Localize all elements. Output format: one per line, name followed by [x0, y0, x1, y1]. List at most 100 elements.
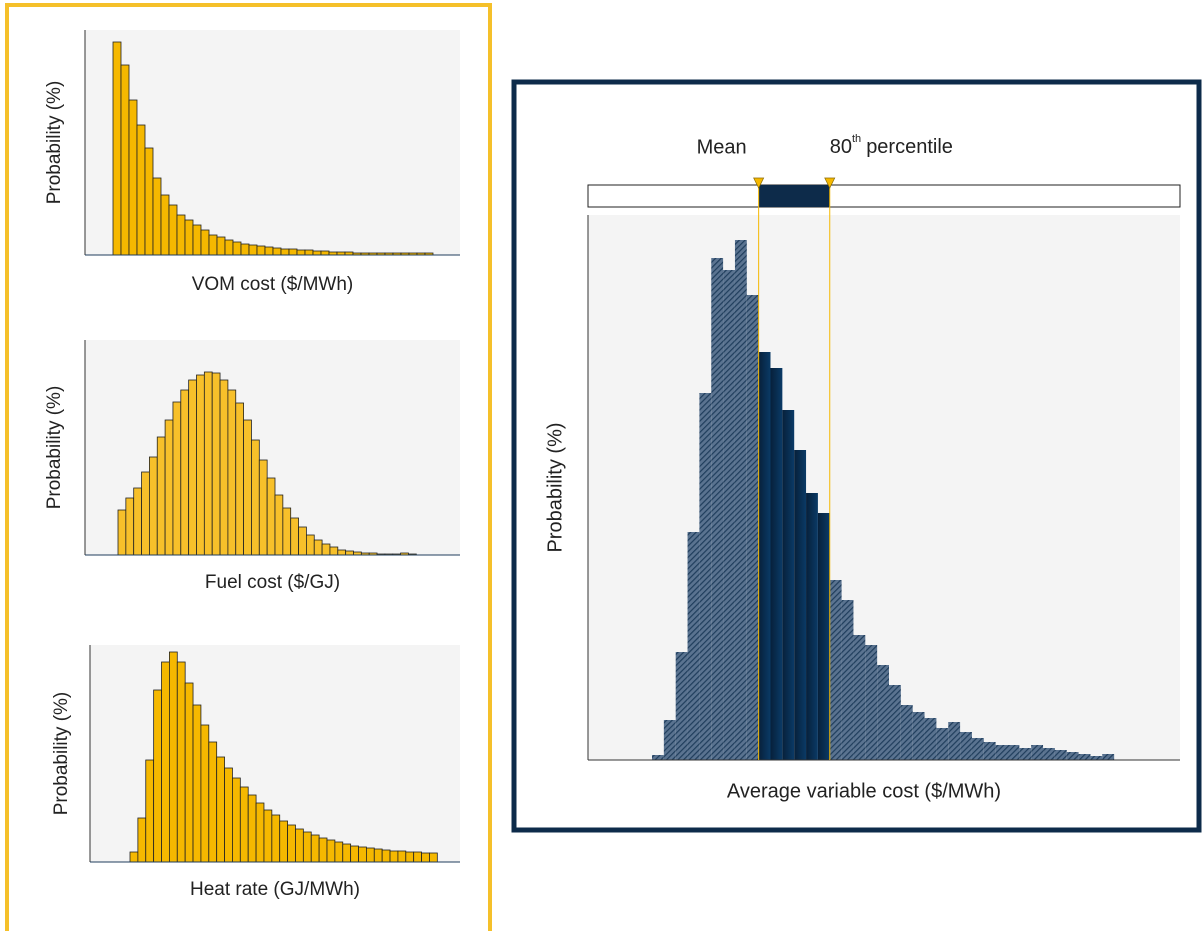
bar — [948, 722, 961, 760]
bar — [829, 580, 842, 760]
bar — [397, 850, 407, 863]
bar — [288, 248, 298, 256]
bar — [365, 847, 375, 863]
inputs-panel — [5, 3, 492, 931]
bar — [160, 194, 170, 256]
bar — [168, 651, 178, 863]
bar — [841, 600, 854, 760]
bar — [711, 258, 724, 760]
bar — [1031, 745, 1044, 760]
bar — [196, 374, 205, 556]
y-axis-label: Probability (%) — [44, 81, 65, 205]
bar — [145, 759, 155, 863]
bar — [312, 250, 322, 256]
bar — [188, 379, 197, 556]
bar — [208, 234, 218, 256]
bar — [329, 546, 339, 556]
bar — [258, 459, 268, 556]
bar — [1054, 750, 1067, 760]
bar — [255, 802, 265, 863]
bar — [960, 732, 972, 760]
bar — [1090, 756, 1103, 760]
bar — [272, 247, 282, 256]
bar — [148, 456, 158, 556]
bar — [1007, 745, 1020, 760]
percentile-number: 80 — [830, 136, 852, 158]
bar — [350, 845, 359, 863]
bar — [274, 494, 284, 556]
bar — [699, 393, 712, 760]
bar — [877, 665, 889, 760]
bar — [200, 229, 210, 256]
bar — [429, 852, 438, 863]
bar — [310, 834, 320, 863]
bar — [271, 814, 281, 863]
bar — [216, 756, 225, 863]
bar — [287, 824, 296, 863]
bar — [224, 767, 233, 863]
percentile-text: percentile — [866, 136, 953, 158]
bar — [389, 850, 399, 863]
bar — [421, 852, 430, 863]
bar — [125, 497, 135, 556]
bar — [264, 246, 274, 256]
bar — [263, 809, 273, 863]
bar — [1043, 748, 1055, 760]
bar — [168, 204, 178, 256]
range-bar — [587, 184, 1181, 208]
bar — [358, 846, 367, 863]
bar — [326, 839, 336, 863]
bar — [232, 777, 241, 863]
x-axis-label: Heat rate (GJ/MWh) — [190, 879, 360, 900]
bar — [912, 712, 925, 760]
bar — [675, 652, 688, 760]
y-axis-label: Probability (%) — [51, 692, 72, 816]
bar — [164, 419, 174, 556]
bar — [865, 645, 878, 760]
bar — [192, 704, 202, 863]
bar — [144, 147, 154, 256]
bar — [1019, 748, 1032, 760]
bar — [219, 379, 229, 556]
mean-label: Mean — [697, 136, 747, 158]
x-axis-label: VOM cost ($/MWh) — [192, 274, 354, 295]
bar — [184, 682, 194, 863]
bar — [227, 389, 237, 556]
bar — [1066, 752, 1079, 760]
bar — [373, 848, 383, 863]
bar — [117, 509, 127, 556]
bar — [302, 831, 312, 863]
bar — [133, 487, 142, 556]
y-axis-label: Probability (%) — [44, 386, 65, 510]
bar — [128, 99, 138, 256]
bar — [176, 661, 186, 863]
marker — [753, 177, 765, 189]
bar — [663, 720, 676, 760]
bar — [232, 241, 242, 256]
bar — [734, 240, 747, 760]
bar — [337, 549, 347, 556]
bar — [136, 124, 146, 256]
bar — [161, 661, 170, 863]
bar — [770, 368, 783, 760]
bar — [345, 550, 354, 556]
bar — [342, 843, 352, 863]
bar — [141, 471, 150, 556]
bar — [243, 419, 252, 556]
bar — [192, 224, 202, 256]
bar — [235, 402, 244, 556]
range-highlight — [758, 185, 830, 207]
bar — [239, 786, 249, 863]
bar — [900, 705, 913, 760]
bar — [240, 243, 250, 256]
bar — [295, 828, 304, 863]
bar — [995, 745, 1008, 760]
bar — [282, 507, 292, 556]
bar — [924, 718, 937, 760]
bar — [176, 214, 186, 256]
bar — [156, 436, 166, 556]
bar — [889, 685, 901, 760]
bar — [298, 526, 307, 556]
bar — [256, 245, 266, 256]
